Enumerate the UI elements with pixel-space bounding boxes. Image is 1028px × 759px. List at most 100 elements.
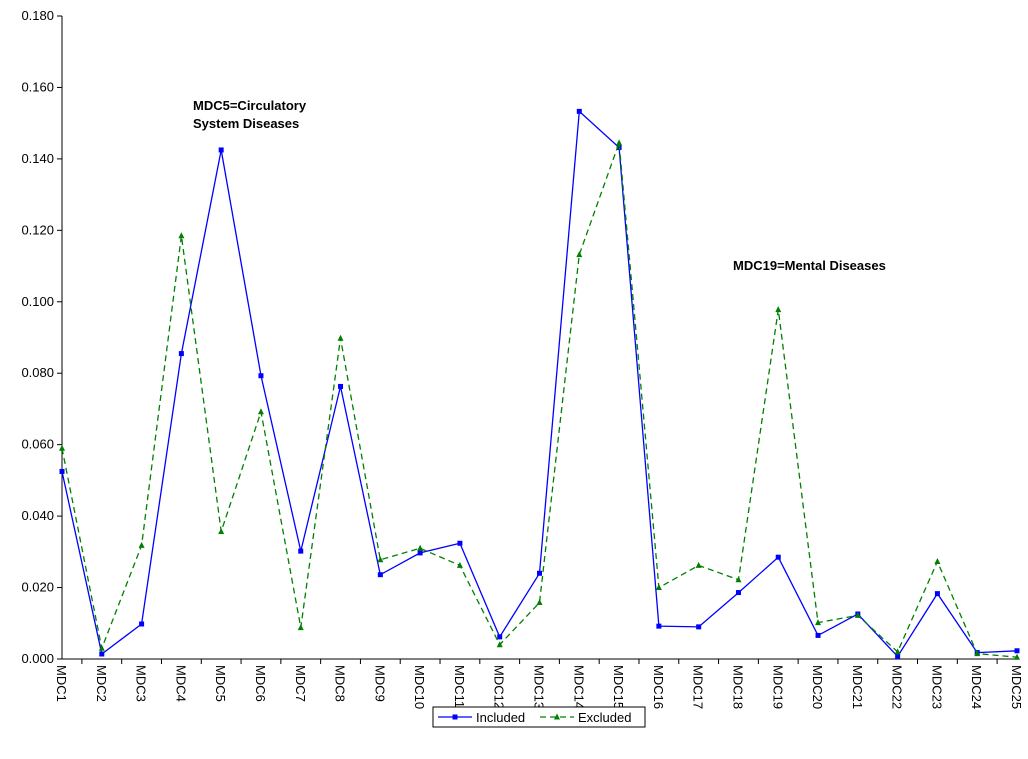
data-point	[139, 621, 145, 627]
data-point	[536, 599, 543, 606]
x-tick-label: MDC17	[691, 665, 706, 709]
x-tick-label: MDC16	[651, 665, 666, 709]
annotation-mdc5: System Diseases	[193, 116, 299, 131]
x-tick-label: MDC12	[492, 665, 507, 709]
x-tick-labels: MDC1 MDC2 MDC3 MDC4 MDC5 MDC6 MDC7 MDC8 MDC9 MDC1…	[54, 659, 1024, 709]
data-point	[98, 644, 105, 651]
x-tick-label: MDC6	[253, 665, 268, 702]
x-tick-label: MDC21	[850, 665, 865, 709]
axes	[61, 16, 1017, 660]
data-point	[656, 623, 662, 629]
data-point	[218, 527, 225, 534]
y-tick-label: 0.140	[21, 151, 54, 166]
x-tick-label: MDC24	[969, 665, 984, 709]
data-point	[218, 147, 224, 153]
data-point	[1014, 648, 1020, 654]
data-point	[456, 561, 463, 568]
data-point	[338, 383, 344, 389]
series-included	[59, 108, 1020, 659]
data-point	[735, 590, 741, 596]
data-point	[258, 373, 264, 379]
data-point	[178, 351, 184, 357]
x-tick-label: MDC20	[810, 665, 825, 709]
series-line	[61, 142, 1018, 658]
x-tick-label: MDC14	[571, 665, 586, 709]
y-tick-label: 0.040	[21, 508, 54, 523]
x-tick-label: MDC19	[770, 665, 785, 709]
data-point	[576, 251, 583, 258]
legend-box	[432, 706, 646, 728]
data-point	[576, 108, 582, 114]
data-point	[895, 653, 901, 659]
data-point	[735, 576, 742, 583]
legend-marker	[452, 714, 458, 720]
x-tick-label: MDC3	[134, 665, 149, 702]
y-tick-label: 0.020	[21, 580, 54, 595]
x-tick-label: MDC5	[213, 665, 228, 702]
x-tick-label: MDC13	[532, 665, 547, 709]
legend-label: Included	[476, 710, 525, 725]
y-tick-label: 0.120	[21, 222, 54, 237]
annotation-mdc5: MDC5=Circulatory	[193, 98, 307, 113]
y-tick-label: 0.180	[21, 8, 54, 23]
series-excluded	[59, 139, 1020, 660]
y-tick-label: 0.060	[21, 437, 54, 452]
data-point	[775, 554, 781, 560]
x-tick-label: MDC25	[1009, 665, 1024, 709]
data-point	[1014, 653, 1020, 660]
data-point	[894, 648, 901, 655]
data-point	[775, 306, 782, 313]
data-point	[974, 650, 981, 657]
x-tick-label: MDC8	[333, 665, 348, 702]
x-tick-label: MDC4	[173, 665, 188, 702]
x-tick-label: MDC10	[412, 665, 427, 709]
annotation-mdc19: MDC19=Mental Diseases	[733, 258, 886, 273]
data-point	[417, 550, 423, 556]
data-point	[496, 641, 503, 648]
data-point	[417, 544, 424, 551]
data-point	[695, 561, 702, 568]
data-point	[377, 572, 383, 578]
y-tick-labels: 0.000 0.020 0.040 0.060 0.080 0.100 0.120 0.140…	[21, 8, 62, 666]
series-layer	[59, 108, 1020, 660]
legend-label: Excluded	[578, 710, 631, 725]
data-point	[257, 408, 264, 415]
y-tick-label: 0.000	[21, 651, 54, 666]
data-point	[655, 584, 662, 591]
data-point	[934, 557, 941, 564]
data-point	[99, 651, 105, 657]
legend: Included Excluded	[432, 706, 646, 728]
data-point	[59, 444, 65, 451]
data-point	[815, 619, 822, 626]
y-tick-label: 0.160	[21, 79, 54, 94]
x-tick-label: MDC7	[293, 665, 308, 702]
data-point	[815, 632, 821, 638]
data-point	[59, 468, 65, 474]
data-point	[854, 611, 861, 618]
y-tick-label: 0.080	[21, 365, 54, 380]
data-point	[337, 334, 344, 341]
data-point	[537, 570, 542, 576]
data-point	[934, 591, 940, 597]
x-tick-label: MDC2	[94, 665, 109, 702]
x-tick-label: MDC23	[929, 665, 944, 709]
data-point	[138, 541, 145, 548]
x-tick-label: MDC15	[611, 665, 626, 709]
data-point	[616, 139, 623, 146]
x-tick-label: MDC11	[452, 665, 467, 708]
data-point	[298, 548, 304, 554]
data-point	[497, 634, 503, 640]
x-tick-label: MDC18	[730, 665, 745, 709]
legend-marker	[554, 713, 560, 720]
data-point	[297, 624, 304, 631]
data-point	[377, 556, 384, 563]
annotations: MDC5=Circulatory System Diseases MDC19=Men…	[193, 98, 886, 273]
x-tick-label: MDC22	[890, 665, 905, 709]
x-tick-label: MDC9	[372, 665, 387, 702]
x-tick-label: MDC1	[54, 665, 69, 702]
data-point	[457, 540, 463, 546]
data-point	[696, 624, 702, 630]
data-point	[178, 232, 185, 239]
y-tick-label: 0.100	[21, 294, 54, 309]
